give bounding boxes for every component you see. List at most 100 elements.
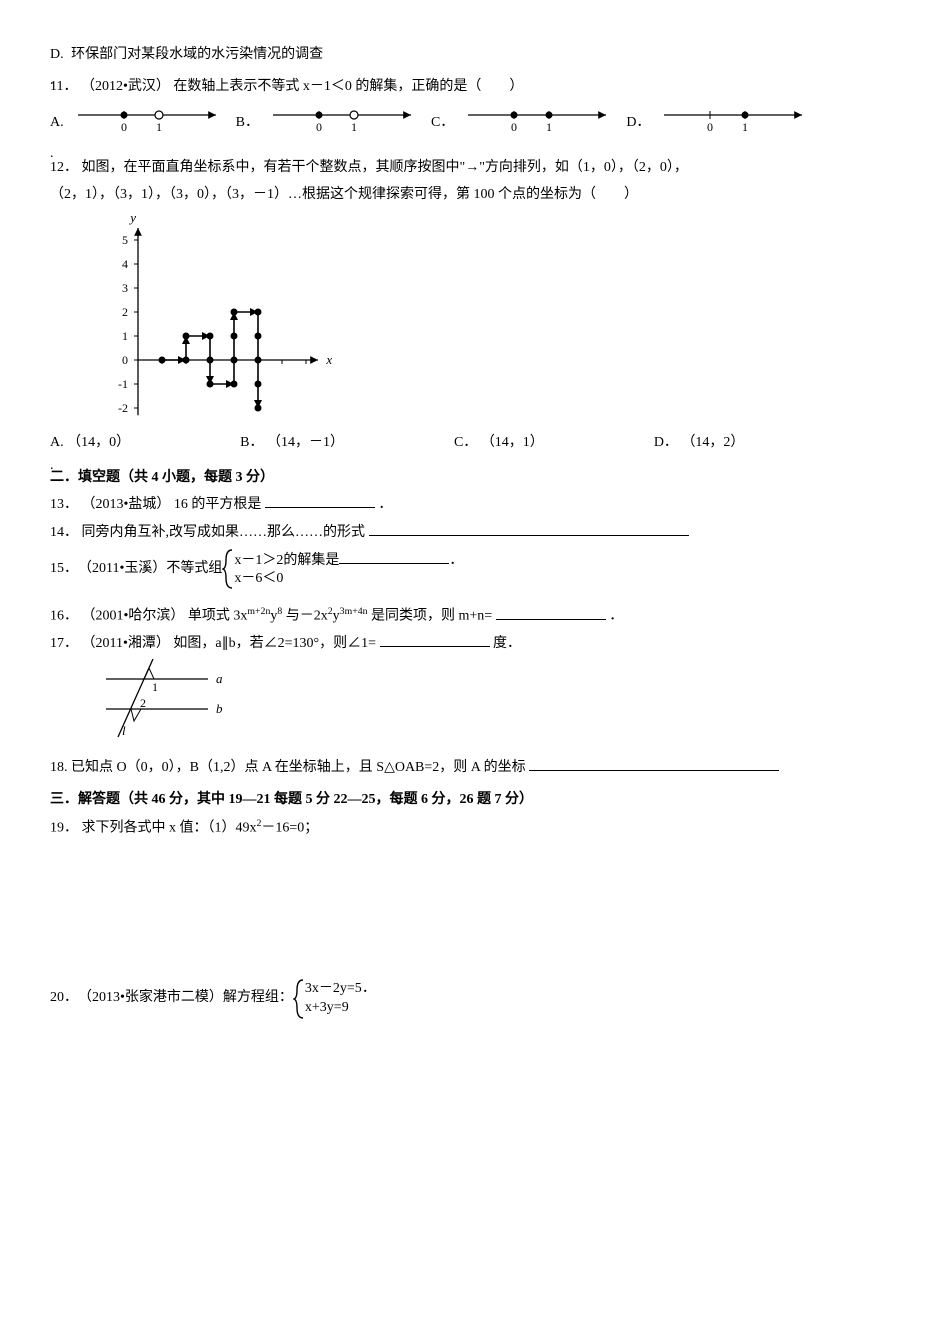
q13-blank: [265, 493, 375, 508]
q16: 16． （2001•哈尔滨） 单项式 3xm+2ny8 与－2x2y3m+4n …: [50, 604, 900, 628]
q16-mid2: 与－2x: [282, 609, 328, 624]
q12-line2: （2，1），（3，1），（3，0），（3，－1）…根据这个规律探索可得，第 10…: [50, 184, 900, 206]
q12-text1: 如图，在平面直角坐标系中，有若干个整数点，其顺序按图中"→"方向排列，如（1，0…: [82, 160, 688, 175]
q17-blank: [380, 632, 490, 647]
q12-c-val: （14，1）: [481, 435, 544, 450]
svg-text:b: b: [216, 701, 223, 716]
q10-d-text: 环保部门对某段水域的水污染情况的调查: [71, 47, 323, 62]
q15-system: x－1＞2的解集是 ． x－6＜0: [222, 548, 463, 590]
q12-opt-a: A. （14，0）: [50, 432, 130, 454]
q16-tail: ．: [609, 609, 623, 624]
q11-text: 在数轴上表示不等式 x－1＜0 的解集，正确的是（ ）: [173, 79, 523, 94]
numberline-c-icon: 0 1: [464, 103, 614, 143]
q10-option-d: D. 环保部门对某段水域的水污染情况的调查: [50, 44, 900, 66]
left-brace-icon: [222, 548, 234, 590]
q17-text: 如图，a∥b，若∠2=130°，则∠1=: [173, 636, 376, 651]
q11-opt-a: A. 0 1: [50, 103, 224, 143]
q15-text: 不等式组: [166, 558, 222, 580]
svg-text:0: 0: [511, 120, 517, 134]
q17-number: 17．: [50, 636, 78, 651]
q20: 20． （2013•张家港市二模） 解方程组： 3x－2y=5． x+3y=9: [50, 978, 900, 1020]
q12-d-val: （14，2）: [681, 435, 744, 450]
q12-b-label: B．: [240, 435, 263, 450]
q15-number: 15．: [50, 558, 78, 580]
svg-text:l: l: [122, 723, 126, 738]
q20-eq1: 3x－2y=5: [305, 981, 362, 996]
q12-figure: 543210-1-2xy: [98, 210, 900, 428]
numberline-d-icon: 0 1: [660, 103, 810, 143]
q11-opt-c: C． 0 1: [431, 103, 614, 143]
q12-a-val: （14，0）: [67, 435, 130, 450]
q12-d-label: D．: [654, 435, 678, 450]
q11-a-label: A.: [50, 112, 64, 134]
q12-c-label: C．: [454, 435, 477, 450]
q12-a-label: A.: [50, 435, 64, 450]
svg-text:a: a: [216, 671, 223, 686]
q20-system: 3x－2y=5． x+3y=9: [293, 978, 376, 1020]
left-brace-icon: [293, 978, 305, 1020]
svg-text:-2: -2: [118, 401, 128, 415]
q15-blank: [339, 549, 449, 564]
q16-text1: 单项式 3x: [188, 609, 248, 624]
q13-source: （2013•盐城）: [82, 497, 171, 512]
numberline-a-icon: 0 1: [74, 103, 224, 143]
q11-opt-d: D． 0 1: [626, 103, 810, 143]
q15-eq2: x－6＜0: [234, 570, 463, 588]
q19-tail: －16=0；: [261, 820, 318, 835]
q11-number: 11．: [50, 79, 77, 94]
q12-opt-b: B． （14，－1）: [240, 432, 344, 454]
q12-opt-d: D． （14，2）: [654, 432, 745, 454]
svg-text:-1: -1: [118, 377, 128, 391]
q14-number: 14．: [50, 525, 78, 540]
svg-text:1: 1: [156, 120, 162, 134]
q19: 19． 求下列各式中 x 值：（1）49x2－16=0；: [50, 816, 900, 840]
q12-number: 12．: [50, 160, 78, 175]
q15-mid: 的解集是: [283, 553, 339, 568]
numberline-b-icon: 0 1: [269, 103, 419, 143]
svg-text:1: 1: [152, 680, 158, 694]
q17-tail: 度．: [493, 636, 521, 651]
q11-opt-b: B． 0 1: [236, 103, 419, 143]
q20-tail: ．: [362, 981, 376, 996]
svg-text:2: 2: [122, 305, 128, 319]
q16-exp1: m+2n: [247, 606, 270, 617]
q12-text2: （2，1），（3，1），（3，0），（3，－1）…根据这个规律探索可得，第 10…: [50, 187, 638, 202]
svg-text:3: 3: [122, 281, 128, 295]
svg-text:x: x: [325, 352, 332, 367]
q15-eq1: x－1＞2: [234, 553, 283, 568]
q13-tail: ．: [378, 497, 392, 512]
q17: 17． （2011•湘潭） 如图，a∥b，若∠2=130°，则∠1= 度．: [50, 632, 900, 655]
q16-mid: 是同类项，则 m+n=: [371, 609, 492, 624]
q11-c-label: C．: [431, 112, 454, 134]
q11-d-label: D．: [626, 112, 650, 134]
svg-text:4: 4: [122, 257, 128, 271]
q17-source: （2011•湘潭）: [82, 636, 170, 651]
q14-blank: [369, 521, 689, 536]
q12-line1: 12． 如图，在平面直角坐标系中，有若干个整数点，其顺序按图中"→"方向排列，如…: [50, 157, 900, 179]
q12-b-val: （14，－1）: [267, 435, 344, 450]
svg-text:1: 1: [546, 120, 552, 134]
q15: 15． （2011•玉溪） 不等式组 x－1＞2的解集是． x－6＜0: [50, 548, 900, 590]
q15-tail: ．: [449, 553, 463, 568]
svg-text:1: 1: [122, 329, 128, 343]
q16-exp4: 3m+4n: [340, 606, 368, 617]
q14-text: 同旁内角互补,改写成如果……那么……的形式: [82, 525, 366, 540]
q17-figure: a b l 1 2: [98, 659, 900, 747]
q18: 18. 已知点 O（0，0），B（1,2）点 A 在坐标轴上，且 S△OAB=2…: [50, 756, 900, 779]
section3-title: 三．解答题（共 46 分，其中 19—21 每题 5 分 22—25，每题 6 …: [50, 789, 900, 811]
svg-text:0: 0: [316, 120, 322, 134]
q19-text: 求下列各式中 x 值：（1）49x: [82, 820, 257, 835]
q10-d-label: D.: [50, 47, 64, 62]
section2-title: 二．填空题（共 4 小题，每题 3 分）: [50, 467, 900, 489]
q11-source: （2012•武汉）: [81, 79, 170, 94]
q11: 11． （2012•武汉） 在数轴上表示不等式 x－1＜0 的解集，正确的是（ …: [50, 76, 900, 98]
q16-number: 16．: [50, 609, 78, 624]
svg-text:5: 5: [122, 233, 128, 247]
q18-number: 18.: [50, 760, 68, 775]
q18-text: 已知点 O（0，0），B（1,2）点 A 在坐标轴上，且 S△OAB=2，则 A…: [71, 760, 526, 775]
svg-text:1: 1: [742, 120, 748, 134]
svg-text:1: 1: [351, 120, 357, 134]
q20-number: 20．: [50, 987, 78, 1009]
q16-blank: [496, 605, 606, 620]
svg-text:0: 0: [122, 353, 128, 367]
